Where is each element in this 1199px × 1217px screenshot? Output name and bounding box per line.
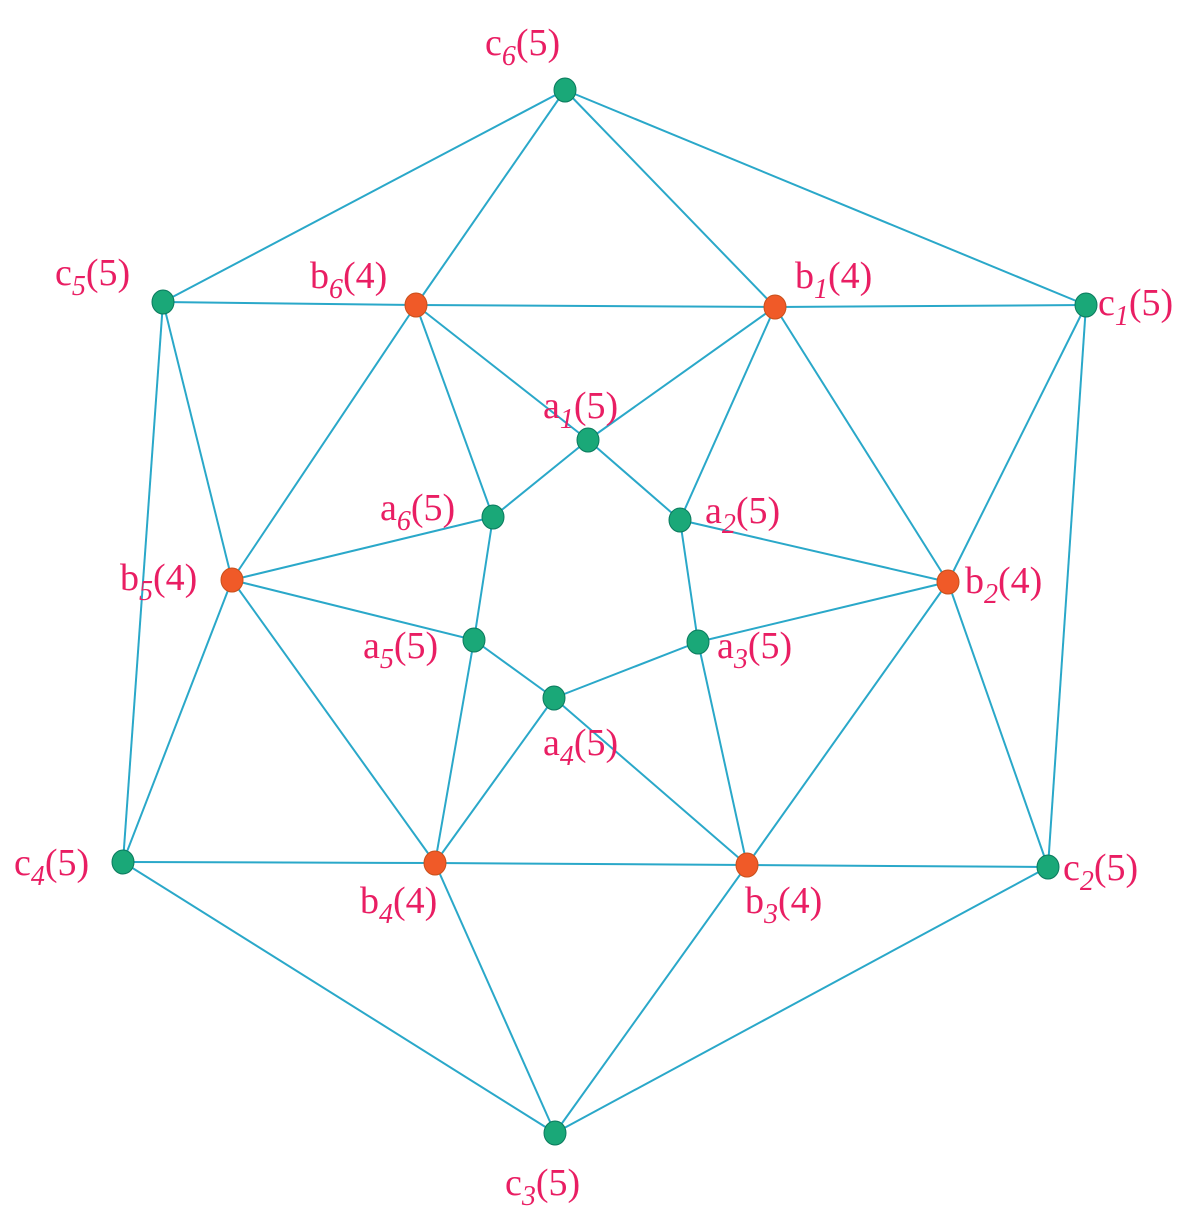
label-b5-sub: 5 <box>139 576 153 607</box>
label-b2-sub: 2 <box>984 579 998 610</box>
label-a2-sub: 2 <box>722 509 736 540</box>
label-c3-val: (5) <box>536 1162 580 1204</box>
graph-diagram: c6(5)c1(5)c2(5)c3(5)c4(5)c5(5)b1(4)b2(4)… <box>0 0 1199 1217</box>
label-a4-main: a <box>543 722 560 764</box>
node-c3 <box>544 1121 566 1145</box>
label-a6-sub: 6 <box>397 506 411 537</box>
label-c6-sub: 6 <box>502 41 516 72</box>
label-a4-val: (5) <box>574 722 618 764</box>
label-b3-main: b <box>745 880 764 922</box>
label-c3-main: c <box>505 1162 522 1204</box>
edge-c4-b4 <box>123 862 435 863</box>
label-c3-sub: 3 <box>521 1181 536 1212</box>
node-c5 <box>152 290 174 314</box>
node-c4 <box>112 850 134 874</box>
label-a5-main: a <box>363 625 380 667</box>
label-a4-sub: 4 <box>560 741 574 772</box>
label-a1-sub: 1 <box>560 404 574 435</box>
label-b5-main: b <box>120 557 139 599</box>
node-b2 <box>937 570 959 594</box>
label-a1-val: (5) <box>574 385 618 427</box>
label-b4-main: b <box>360 880 379 922</box>
node-a2 <box>669 508 691 532</box>
label-b2-main: b <box>965 560 984 602</box>
label-a5-val: (5) <box>394 625 438 667</box>
node-c2 <box>1037 855 1059 879</box>
label-a1-main: a <box>543 385 560 427</box>
label-c5-main: c <box>55 252 72 294</box>
node-a1 <box>577 428 599 452</box>
label-a5-sub: 5 <box>380 644 394 675</box>
node-b5 <box>221 568 243 592</box>
node-a5 <box>463 628 485 652</box>
label-c4-val: (5) <box>45 842 89 884</box>
node-c6 <box>554 78 576 102</box>
label-a6-val: (5) <box>411 487 455 529</box>
label-b1-val: (4) <box>828 255 872 297</box>
label-b6-main: b <box>310 255 329 297</box>
label-c4-main: c <box>14 842 31 884</box>
label-c4-sub: 4 <box>31 861 45 892</box>
label-a6-main: a <box>380 487 397 529</box>
label-c2-main: c <box>1063 847 1080 889</box>
label-b3-sub: 3 <box>763 899 778 930</box>
node-a6 <box>482 505 504 529</box>
label-c2-val: (5) <box>1094 847 1138 889</box>
label-b1-sub: 1 <box>814 274 828 305</box>
label-b4-val: (4) <box>393 880 437 922</box>
node-b3 <box>736 853 758 877</box>
label-b3-val: (4) <box>778 880 822 922</box>
label-b6-val: (4) <box>343 255 387 297</box>
node-b4 <box>424 851 446 875</box>
label-c5-val: (5) <box>86 252 130 294</box>
label-b2-val: (4) <box>998 560 1042 602</box>
label-a3-main: a <box>717 625 734 667</box>
node-c1 <box>1075 293 1097 317</box>
label-b4-sub: 4 <box>379 899 393 930</box>
label-b1-main: b <box>795 255 814 297</box>
node-b6 <box>405 293 427 317</box>
label-c1-sub: 1 <box>1115 301 1129 332</box>
label-c2-sub: 2 <box>1080 866 1094 897</box>
label-c5-sub: 5 <box>72 271 86 302</box>
background <box>0 0 1199 1217</box>
label-b5-val: (4) <box>153 557 197 599</box>
label-a3-val: (5) <box>748 625 792 667</box>
label-c6-val: (5) <box>516 22 560 64</box>
label-c6-main: c <box>485 22 502 64</box>
label-a2-main: a <box>705 490 722 532</box>
node-a4 <box>543 686 565 710</box>
label-c1-val: (5) <box>1129 282 1173 324</box>
label-c1-main: c <box>1098 282 1115 324</box>
node-a3 <box>687 630 709 654</box>
node-b1 <box>764 295 786 319</box>
label-a2-val: (5) <box>736 490 780 532</box>
label-b6-sub: 6 <box>329 274 343 305</box>
label-a3-sub: 3 <box>733 644 748 675</box>
